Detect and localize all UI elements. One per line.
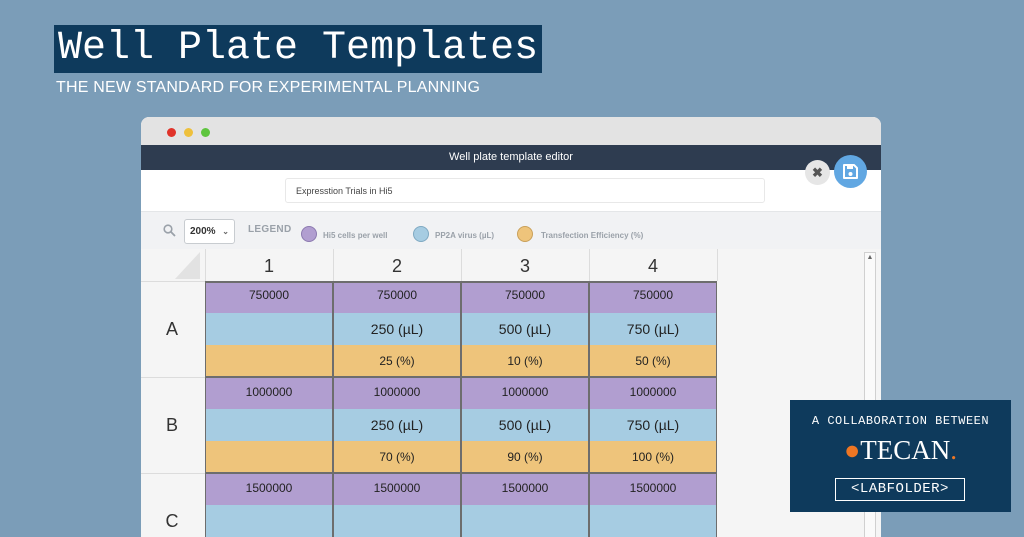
zoom-select[interactable]: 200% ⌄ <box>184 219 235 244</box>
column-header-3[interactable]: 3 <box>519 256 530 276</box>
well-a1-virus[interactable] <box>205 313 333 345</box>
legend-item-efficiency: Transfection Efficiency (%) <box>541 231 644 240</box>
well-b2-virus[interactable]: 250 (µL) <box>333 409 461 441</box>
column-divider <box>205 249 206 281</box>
well-b3-cells[interactable]: 1000000 <box>461 377 589 409</box>
banner-title: Well Plate Templates <box>54 25 543 73</box>
column-divider <box>589 249 590 281</box>
well-border <box>205 472 717 474</box>
window-maximize-dot[interactable] <box>201 128 210 137</box>
floppy-disk-icon <box>843 164 858 179</box>
labfolder-logo: <LABFOLDER> <box>835 478 965 501</box>
column-divider <box>333 249 334 281</box>
column-header-2[interactable]: 2 <box>391 256 402 276</box>
column-header-1[interactable]: 1 <box>263 256 274 276</box>
zoom-value: 200% <box>190 226 216 237</box>
window-chrome <box>141 117 881 145</box>
tecan-logo-text: TECAN <box>860 435 951 465</box>
well-b3-efficiency[interactable]: 90 (%) <box>461 441 589 473</box>
well-border <box>205 376 717 378</box>
well-border <box>205 281 717 283</box>
collaboration-title: A COLLABORATION BETWEEN <box>811 414 990 428</box>
legend-swatch-virus <box>413 226 429 242</box>
legend-item-virus: PP2A virus (µL) <box>435 231 494 240</box>
well-b1-cells[interactable]: 1000000 <box>205 377 333 409</box>
editor-window: Well plate template editor Expresstion T… <box>141 117 881 537</box>
well-b1-efficiency[interactable] <box>205 441 333 473</box>
row-header-b[interactable]: B <box>165 415 178 435</box>
collaboration-badge: A COLLABORATION BETWEEN ●TECAN. <LABFOLD… <box>790 400 1011 512</box>
window-minimize-dot[interactable] <box>184 128 193 137</box>
column-divider <box>717 249 718 281</box>
well-b4-efficiency[interactable]: 100 (%) <box>589 441 717 473</box>
well-b2-efficiency[interactable]: 70 (%) <box>333 441 461 473</box>
template-name-input[interactable]: Expresstion Trials in Hi5 <box>285 178 765 203</box>
chevron-down-icon: ⌄ <box>222 227 229 236</box>
well-a1-efficiency[interactable] <box>205 345 333 377</box>
tecan-logo: ●TECAN. <box>843 435 958 465</box>
well-b2-cells[interactable]: 1000000 <box>333 377 461 409</box>
legend-swatch-cells <box>301 226 317 242</box>
row-divider <box>141 281 205 282</box>
row-header-c[interactable]: C <box>165 511 179 531</box>
well-a2-efficiency[interactable]: 25 (%) <box>333 345 461 377</box>
well-b3-virus[interactable]: 500 (µL) <box>461 409 589 441</box>
column-header-4[interactable]: 4 <box>647 256 658 276</box>
toolbar: 200% ⌄ LEGEND <box>141 211 881 250</box>
banner-subtitle: THE NEW STANDARD FOR EXPERIMENTAL PLANNI… <box>56 79 481 96</box>
well-a4-efficiency[interactable]: 50 (%) <box>589 345 717 377</box>
row-divider <box>141 377 205 378</box>
legend-swatch-efficiency <box>517 226 533 242</box>
select-all-corner[interactable] <box>175 250 201 280</box>
well-c4-cells[interactable]: 1500000 <box>589 473 717 505</box>
close-icon[interactable]: ✖ <box>805 160 830 185</box>
well-a2-cells[interactable]: 750000 <box>333 282 461 313</box>
row-divider <box>141 473 205 474</box>
well-a3-virus[interactable]: 500 (µL) <box>461 313 589 345</box>
well-a1-cells[interactable]: 750000 <box>205 282 333 313</box>
well-a2-virus[interactable]: 250 (µL) <box>333 313 461 345</box>
window-close-dot[interactable] <box>167 128 176 137</box>
legend-item-cells: Hi5 cells per well <box>323 231 388 240</box>
well-a4-virus[interactable]: 750 (µL) <box>589 313 717 345</box>
well-a3-cells[interactable]: 750000 <box>461 282 589 313</box>
well-b4-virus[interactable]: 750 (µL) <box>589 409 717 441</box>
well-c3-virus[interactable] <box>461 505 589 537</box>
well-a3-efficiency[interactable]: 10 (%) <box>461 345 589 377</box>
legend-label: LEGEND <box>248 224 292 235</box>
well-c2-virus[interactable] <box>333 505 461 537</box>
well-c3-cells[interactable]: 1500000 <box>461 473 589 505</box>
save-button[interactable] <box>834 155 867 188</box>
plate-grid: 1 2 3 4 A B C 750000 750000 250 (µL) 25 … <box>141 249 881 537</box>
row-header-a[interactable]: A <box>165 319 178 339</box>
editor-title: Well plate template editor <box>141 145 881 170</box>
scroll-up-icon[interactable]: ▲ <box>866 254 874 261</box>
well-a4-cells[interactable]: 750000 <box>589 282 717 313</box>
well-b4-cells[interactable]: 1000000 <box>589 377 717 409</box>
well-c1-cells[interactable]: 1500000 <box>205 473 333 505</box>
well-b1-virus[interactable] <box>205 409 333 441</box>
column-divider <box>461 249 462 281</box>
well-c1-virus[interactable] <box>205 505 333 537</box>
well-c2-cells[interactable]: 1500000 <box>333 473 461 505</box>
template-name-row: Expresstion Trials in Hi5 <box>141 170 881 211</box>
well-c4-virus[interactable] <box>589 505 717 537</box>
magnifier-icon[interactable] <box>163 224 176 237</box>
